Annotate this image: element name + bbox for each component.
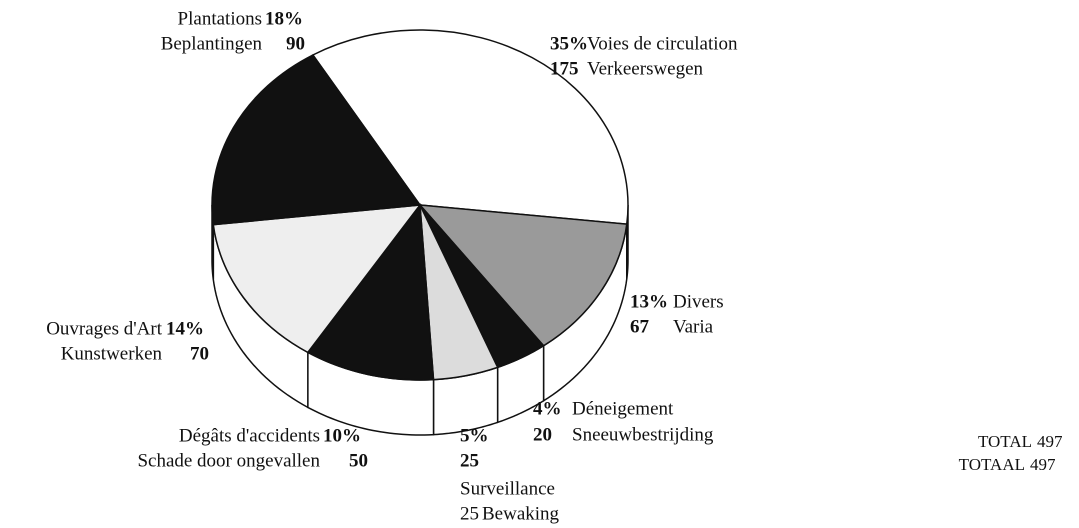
slice-label: 50 [349,450,368,471]
total-label: TOTAL [978,432,1032,451]
slice-label: 67 [630,316,650,337]
slice-label: Divers [673,291,724,312]
slice-label: 175 [550,58,579,79]
slice-label: Ouvrages d'Art [46,318,163,339]
slice-label: Schade door ongevallen [137,450,320,471]
slice-label: Verkeerswegen [587,58,704,79]
slice-label: 18% [265,8,303,29]
total-label: TOTAAL [959,455,1025,474]
slice-label: 14% [166,318,204,339]
slice-label: Beplantingen [161,33,263,54]
slice-label: 90 [286,33,305,54]
slice [211,54,422,226]
slice [418,204,628,347]
slice-label: 5% [460,425,489,446]
slice-label: Kunstwerken [61,343,163,364]
slice-label: Sneeuwbestrijding [572,424,714,445]
slice-label: 25 [460,503,479,524]
total-value: 497 [1030,455,1056,474]
slice-label: Surveillance [460,478,555,499]
slice-label: 13% [630,291,668,312]
slice-label: 25 [460,450,479,471]
slice-label: Plantations [178,8,262,29]
slice [311,29,629,225]
slice-label: Voies de circulation [587,33,738,54]
slice-label: 70 [190,343,209,364]
slice [212,204,422,354]
slice-label: 10% [323,425,361,446]
slice-label: Bewaking [482,503,560,524]
slice-label: 20 [533,424,552,445]
slice-label: Déneigement [572,398,674,419]
slice [306,202,435,381]
slice-label: Varia [673,316,714,337]
total-value: 497 [1037,432,1063,451]
slice-label: 4% [533,398,562,419]
slice-label: 35% [550,33,588,54]
slice-label: Dégâts d'accidents [179,425,320,446]
